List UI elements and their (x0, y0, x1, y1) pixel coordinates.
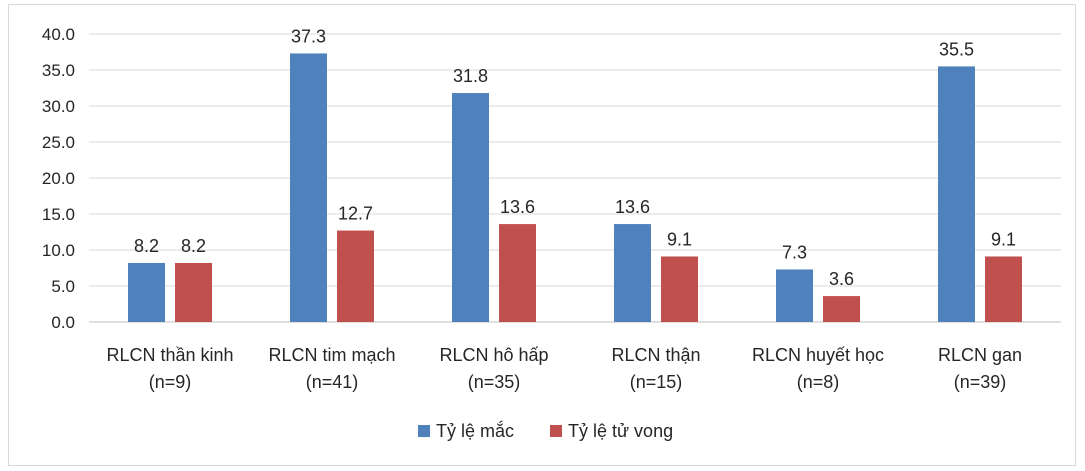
y-tick-label: 10.0 (42, 241, 75, 260)
data-label: 7.3 (782, 242, 807, 262)
y-tick-label: 0.0 (51, 313, 75, 332)
bar-mortality (823, 296, 860, 322)
bar-incidence (290, 53, 327, 322)
bar-mortality (337, 230, 374, 322)
bar-incidence (614, 224, 651, 322)
data-label: 3.6 (829, 269, 854, 289)
data-label: 12.7 (338, 204, 373, 224)
data-label: 13.6 (615, 197, 650, 217)
bar-mortality (661, 256, 698, 322)
category-label: (n=35) (468, 372, 521, 392)
bar-mortality (175, 262, 212, 322)
legend: Tỷ lệ mắc Tỷ lệ tử vong (418, 420, 673, 441)
y-axis-ticks: 0.0 5.0 10.0 15.0 20.0 25.0 30.0 35.0 40.0 (42, 25, 75, 332)
category-label: (n=9) (149, 372, 192, 392)
chart-frame: 0.0 5.0 10.0 15.0 20.0 25.0 30.0 35.0 40.0 8.2 8.… (8, 4, 1076, 466)
y-tick-label: 40.0 (42, 25, 75, 44)
y-tick-label: 20.0 (42, 169, 75, 188)
bar-chart: 0.05.010.015.020.025.030.035.040.0 8.2 8.… (42, 25, 1061, 441)
category-label: RLCN gan (938, 345, 1022, 365)
data-labels: 8.2 8.2 37.3 12.7 31.8 13.6 13.6 9.1 7.3 3.6 35.5 9… (134, 26, 1016, 289)
legend-label: Tỷ lệ tử vong (568, 421, 673, 441)
x-axis-categories: RLCN thần kinh (n=9) RLCN tim mạch (n=41) RL… (106, 345, 1022, 392)
data-label: 35.5 (939, 39, 974, 59)
legend-swatch-incidence (418, 425, 430, 437)
y-tick-label: 30.0 (42, 97, 75, 116)
bar-mortality (499, 224, 536, 322)
category-label: (n=15) (630, 372, 683, 392)
data-label: 37.3 (291, 26, 326, 46)
data-label: 9.1 (991, 229, 1016, 249)
bar-incidence (128, 262, 165, 322)
bar-incidence (776, 269, 813, 322)
bars (128, 53, 1022, 323)
category-label: (n=8) (797, 372, 840, 392)
y-tick-label: 25.0 (42, 133, 75, 152)
bar-incidence (452, 93, 489, 322)
category-label: RLCN hô hấp (439, 345, 548, 365)
data-label: 31.8 (453, 66, 488, 86)
bar-incidence (938, 66, 975, 323)
y-tick-label: 35.0 (42, 61, 75, 80)
category-label: (n=39) (954, 372, 1007, 392)
bar-mortality (985, 256, 1022, 322)
category-label: (n=41) (306, 372, 359, 392)
category-label: RLCN thận (611, 345, 700, 365)
data-label: 8.2 (134, 236, 159, 256)
category-label: RLCN thần kinh (106, 345, 233, 365)
y-tick-label: 5.0 (51, 277, 75, 296)
data-label: 8.2 (181, 236, 206, 256)
gridlines (89, 33, 1061, 323)
category-label: RLCN tim mạch (268, 345, 395, 365)
legend-label: Tỷ lệ mắc (436, 420, 514, 441)
data-label: 9.1 (667, 229, 692, 249)
y-tick-label: 15.0 (42, 205, 75, 224)
data-label: 13.6 (500, 197, 535, 217)
category-label: RLCN huyết học (752, 345, 884, 365)
legend-swatch-mortality (550, 425, 562, 437)
